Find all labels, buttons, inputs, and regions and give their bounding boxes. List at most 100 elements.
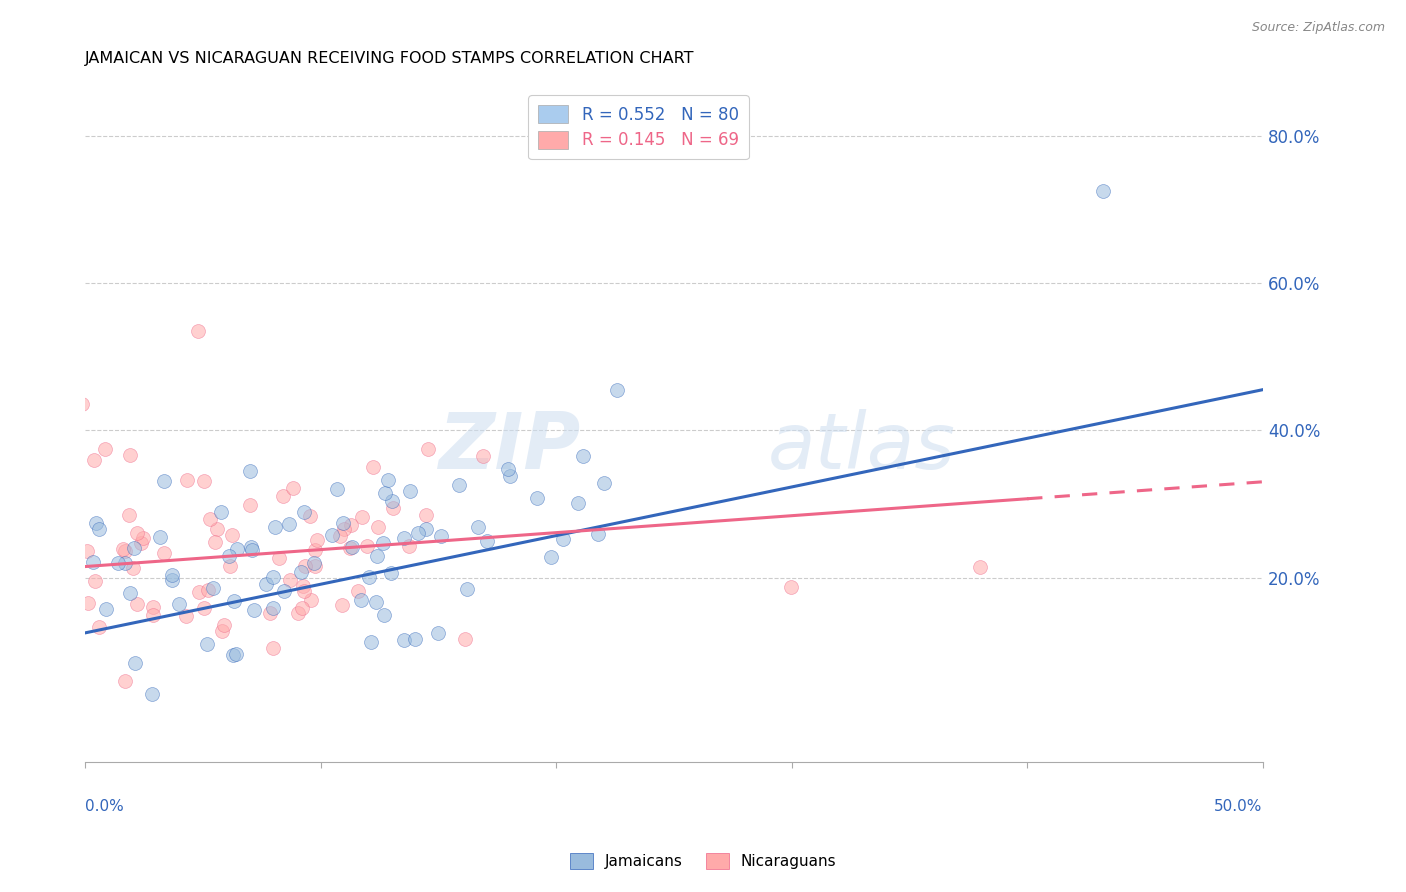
Text: 0.0%: 0.0% xyxy=(86,799,124,814)
Point xyxy=(360,634,382,648)
Point xyxy=(94,602,117,616)
Point xyxy=(294,584,316,599)
Point xyxy=(329,529,352,543)
Point xyxy=(124,656,146,670)
Point xyxy=(83,574,105,588)
Point xyxy=(222,648,245,662)
Point xyxy=(262,570,284,584)
Point xyxy=(94,442,117,457)
Point xyxy=(239,498,262,512)
Point xyxy=(122,561,145,575)
Point xyxy=(221,527,243,541)
Point xyxy=(259,607,281,621)
Point xyxy=(404,632,426,647)
Point xyxy=(149,530,172,544)
Point xyxy=(606,383,628,397)
Point xyxy=(242,543,264,558)
Point xyxy=(321,527,343,541)
Point xyxy=(142,608,165,623)
Text: 50.0%: 50.0% xyxy=(1215,799,1263,814)
Point xyxy=(118,448,141,462)
Point xyxy=(290,565,312,579)
Point xyxy=(239,464,262,478)
Point xyxy=(219,558,242,573)
Point xyxy=(567,496,589,510)
Point xyxy=(347,583,370,598)
Point xyxy=(416,442,439,456)
Point xyxy=(350,510,373,524)
Point xyxy=(373,608,395,623)
Point xyxy=(195,637,218,651)
Point xyxy=(86,516,108,530)
Point xyxy=(586,527,609,541)
Point xyxy=(262,601,284,615)
Point xyxy=(211,624,233,638)
Point xyxy=(262,640,284,655)
Point xyxy=(394,531,416,545)
Point xyxy=(114,556,136,570)
Point xyxy=(124,541,146,555)
Point xyxy=(363,460,385,475)
Point xyxy=(87,620,110,634)
Point xyxy=(107,556,129,570)
Point xyxy=(456,582,478,596)
Point xyxy=(225,648,247,662)
Point xyxy=(307,533,329,548)
Legend: R = 0.552   N = 80, R = 0.145   N = 69: R = 0.552 N = 80, R = 0.145 N = 69 xyxy=(529,95,749,159)
Point xyxy=(593,476,616,491)
Point xyxy=(429,529,451,543)
Point xyxy=(76,596,98,610)
Point xyxy=(112,542,135,557)
Point xyxy=(118,586,141,600)
Point xyxy=(162,574,184,588)
Point xyxy=(277,516,299,531)
Point xyxy=(254,577,277,591)
Point xyxy=(125,597,148,611)
Point xyxy=(193,600,215,615)
Point xyxy=(176,474,198,488)
Point xyxy=(292,578,315,592)
Point xyxy=(209,505,232,519)
Point xyxy=(269,551,291,566)
Point xyxy=(471,449,494,463)
Point xyxy=(304,543,326,558)
Point xyxy=(72,397,94,411)
Point xyxy=(193,475,215,489)
Point xyxy=(406,525,429,540)
Point xyxy=(398,539,420,553)
Point xyxy=(294,558,316,573)
Point xyxy=(339,541,361,556)
Point xyxy=(377,473,399,487)
Point xyxy=(278,573,301,587)
Point xyxy=(125,525,148,540)
Point xyxy=(118,508,141,522)
Point xyxy=(240,540,263,554)
Point xyxy=(167,597,190,611)
Point xyxy=(82,555,104,569)
Point xyxy=(222,593,245,607)
Point xyxy=(382,500,405,515)
Point xyxy=(366,549,388,563)
Point xyxy=(780,580,803,594)
Point xyxy=(160,568,183,582)
Point xyxy=(291,601,314,615)
Point xyxy=(304,556,326,570)
Point xyxy=(526,491,548,505)
Point xyxy=(467,520,489,534)
Text: atlas: atlas xyxy=(768,409,956,484)
Point xyxy=(299,593,322,607)
Point xyxy=(969,559,991,574)
Point xyxy=(572,450,595,464)
Point xyxy=(398,483,420,498)
Point xyxy=(142,599,165,614)
Point xyxy=(332,516,354,530)
Point xyxy=(356,539,378,553)
Point xyxy=(273,583,295,598)
Point xyxy=(298,508,321,523)
Point xyxy=(349,593,371,607)
Point xyxy=(264,519,287,533)
Point xyxy=(153,474,176,488)
Point xyxy=(218,549,240,563)
Point xyxy=(415,522,437,536)
Point xyxy=(381,493,404,508)
